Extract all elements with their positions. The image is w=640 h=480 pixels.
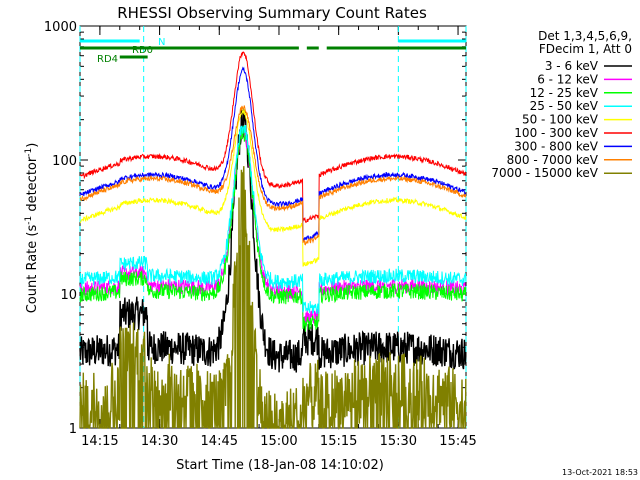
flag-label-n: N	[158, 37, 165, 48]
flag-label-rd0: RD0	[132, 45, 153, 56]
x-tick-label: 14:45	[201, 434, 238, 449]
legend-label: 12 - 25 keV	[530, 86, 599, 100]
timestamp: 13-Oct-2021 18:53	[562, 468, 638, 477]
series-line	[79, 125, 467, 315]
legend-label: 3 - 6 keV	[545, 59, 599, 73]
x-tick-label: 15:30	[380, 434, 417, 449]
flag-label-rd4: RD4	[97, 54, 118, 65]
y-tick-label: 100	[52, 154, 77, 169]
legend-header-line2: FDecim 1, Att 0	[539, 42, 632, 56]
legend-label: 25 - 50 keV	[530, 99, 599, 113]
series-line	[79, 108, 467, 373]
x-tick-label: 14:30	[141, 434, 178, 449]
series-line	[79, 108, 467, 267]
y-tick-label: 10	[60, 288, 77, 303]
x-tick-label: 15:45	[439, 434, 476, 449]
series-line	[79, 125, 467, 332]
series-line	[79, 166, 467, 430]
chart-title: RHESSI Observing Summary Count Rates	[117, 4, 427, 22]
legend-label: 6 - 12 keV	[537, 72, 599, 86]
legend-label: 7000 - 15000 keV	[491, 166, 598, 180]
x-tick-label: 14:15	[81, 434, 118, 449]
legend-label: 50 - 100 keV	[522, 113, 599, 127]
y-tick-label: 1	[69, 422, 77, 437]
x-tick-label: 15:00	[260, 434, 297, 449]
y-axis-label: Count Rate (s-1 detector-1)	[24, 143, 40, 314]
series-line	[79, 51, 467, 224]
legend-header-line1: Det 1,3,4,5,6,9,	[538, 29, 632, 43]
x-tick-label: 15:15	[320, 434, 357, 449]
legend-label: 300 - 800 keV	[514, 139, 598, 153]
x-axis-label: Start Time (18-Jan-08 14:10:02)	[176, 458, 384, 473]
series-line	[79, 105, 467, 246]
legend-label: 800 - 7000 keV	[507, 153, 599, 167]
y-tick-label: 1000	[44, 20, 77, 35]
legend-label: 100 - 300 keV	[514, 126, 598, 140]
